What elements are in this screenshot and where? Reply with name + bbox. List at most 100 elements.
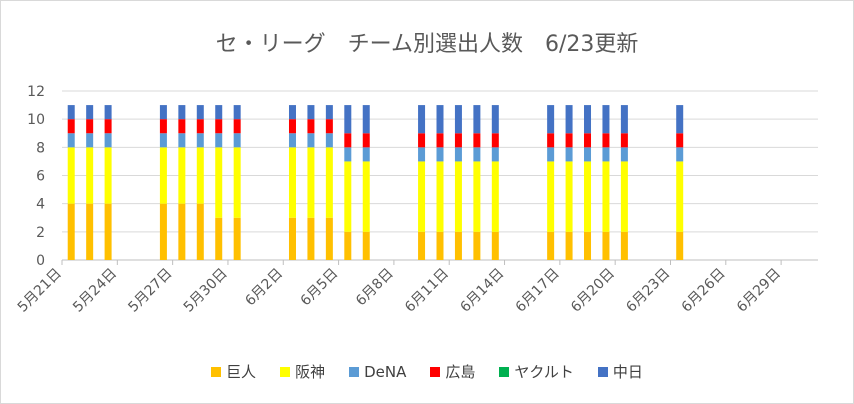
bar-segment-DeNA: [159, 133, 167, 148]
bar-segment-阪神: [325, 147, 333, 218]
legend-swatch: [349, 366, 360, 377]
bar-segment-広島: [436, 133, 444, 148]
chart-title: セ・リーグ チーム別選出人数 6/23更新: [215, 32, 639, 57]
bar-segment-DeNA: [676, 147, 684, 162]
legend-swatch: [499, 366, 510, 377]
bar-segment-巨人: [344, 231, 352, 260]
legend-item: ヤクルト: [499, 361, 574, 382]
bar-segment-阪神: [454, 161, 462, 232]
bar-segment-中日: [473, 105, 481, 134]
bar-segment-DeNA: [547, 147, 555, 162]
x-tick-label: 5月30日: [181, 266, 231, 316]
bar-segment-広島: [307, 119, 315, 134]
bar-segment-中日: [362, 105, 370, 134]
bar-segment-巨人: [620, 231, 628, 260]
bar-segment-DeNA: [620, 147, 628, 162]
bar-segment-阪神: [104, 147, 112, 204]
bar-segment-中日: [104, 105, 112, 120]
bar-segment-巨人: [178, 203, 186, 260]
bar-segment-中日: [454, 105, 462, 134]
legend-label: DeNA: [364, 362, 407, 381]
x-tick-label: 6月2日: [242, 266, 286, 310]
bar-segment-広島: [178, 119, 186, 134]
legend-item: 阪神: [280, 361, 325, 382]
bar-segment-広島: [196, 119, 204, 134]
legend-swatch: [597, 366, 608, 377]
x-tick-label: 6月8日: [353, 266, 397, 310]
bar-segment-DeNA: [325, 133, 333, 148]
legend-label: 広島: [445, 363, 476, 381]
bar-segment-巨人: [676, 231, 684, 260]
legend-label: 阪神: [295, 363, 326, 381]
bar-segment-広島: [325, 119, 333, 134]
bar-segment-巨人: [418, 231, 426, 260]
bar-segment-阪神: [307, 147, 315, 218]
bar-segment-DeNA: [473, 147, 481, 162]
bar-segment-中日: [565, 105, 573, 134]
bar-segment-DeNA: [215, 133, 223, 148]
legend-swatch: [211, 366, 222, 377]
legend-item: DeNA: [349, 361, 406, 382]
bar-segment-中日: [325, 105, 333, 120]
bar-segment-中日: [67, 105, 75, 120]
bar-segment-阪神: [491, 161, 499, 232]
bar-segment-巨人: [362, 231, 370, 260]
legend-item: 広島: [430, 361, 475, 382]
x-tick-label: 6月29日: [734, 266, 784, 316]
bar-segment-中日: [86, 105, 94, 120]
bar-segment-広島: [473, 133, 481, 148]
legend-swatch: [280, 366, 291, 377]
bar-segment-DeNA: [362, 147, 370, 162]
bar-segment-阪神: [418, 161, 426, 232]
bar-segment-巨人: [547, 231, 555, 260]
bar-segment-広島: [547, 133, 555, 148]
bar-segment-広島: [454, 133, 462, 148]
y-tick-label: 0: [36, 253, 45, 269]
bar-segment-広島: [86, 119, 94, 134]
legend-label: 巨人: [226, 363, 257, 381]
bar-segment-広島: [233, 119, 241, 134]
bar-segment-巨人: [215, 217, 223, 260]
bar-segment-広島: [602, 133, 610, 148]
bar-segment-巨人: [86, 203, 94, 260]
x-tick-label: 5月27日: [125, 266, 175, 316]
y-tick-label: 8: [36, 140, 45, 156]
bar-segment-DeNA: [196, 133, 204, 148]
bar-segment-広島: [215, 119, 223, 134]
bar-segment-DeNA: [67, 133, 75, 148]
bar-segment-巨人: [602, 231, 610, 260]
bar-segment-中日: [491, 105, 499, 134]
bar-segment-中日: [233, 105, 241, 120]
bar-segment-巨人: [584, 231, 592, 260]
bar-segment-阪神: [584, 161, 592, 232]
bar-segment-広島: [67, 119, 75, 134]
x-tick-label: 6月17日: [513, 266, 563, 316]
bar-segment-広島: [584, 133, 592, 148]
y-tick-label: 2: [36, 225, 45, 241]
bar-segment-DeNA: [233, 133, 241, 148]
bar-segment-広島: [620, 133, 628, 148]
y-tick-label: 10: [27, 112, 45, 128]
bar-segment-阪神: [178, 147, 186, 204]
bar-segment-中日: [436, 105, 444, 134]
bar-segment-広島: [491, 133, 499, 148]
bar-segment-広島: [418, 133, 426, 148]
bar-segment-広島: [159, 119, 167, 134]
bar-segment-DeNA: [436, 147, 444, 162]
bar-segment-広島: [676, 133, 684, 148]
x-tick-label: 6月26日: [679, 266, 729, 316]
bar-segment-阪神: [196, 147, 204, 204]
bar-segment-阪神: [547, 161, 555, 232]
bar-segment-巨人: [436, 231, 444, 260]
bar-segment-DeNA: [178, 133, 186, 148]
bar-segment-阪神: [344, 161, 352, 232]
bar-segment-巨人: [104, 203, 112, 260]
x-tick-label: 5月21日: [15, 266, 65, 316]
bar-segment-DeNA: [288, 133, 296, 148]
bar-segment-中日: [344, 105, 352, 134]
bar-segment-巨人: [473, 231, 481, 260]
legend-label: 中日: [612, 363, 643, 381]
bar-segment-DeNA: [307, 133, 315, 148]
bar-segment-中日: [159, 105, 167, 120]
